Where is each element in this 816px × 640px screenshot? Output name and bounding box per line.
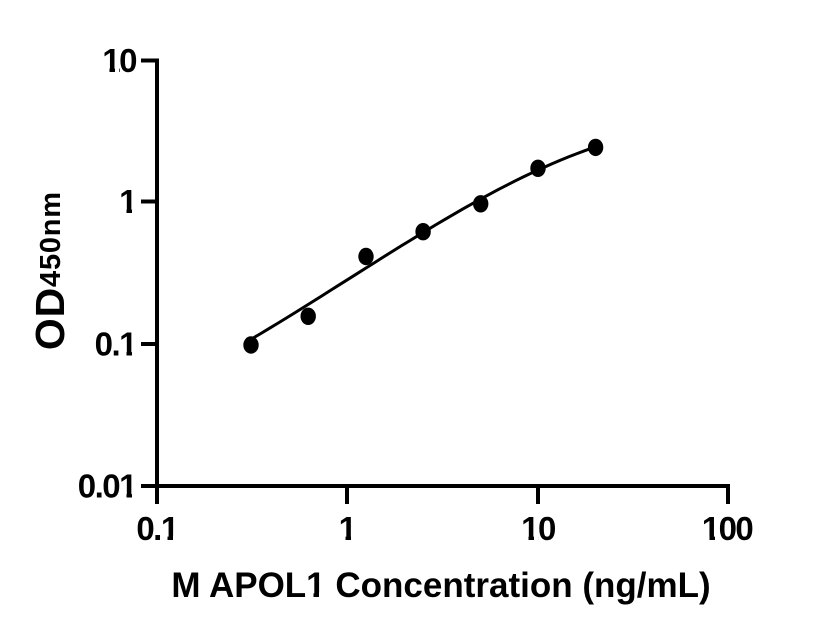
svg-text:1: 1 xyxy=(119,183,137,220)
svg-text:OD450nm: OD450nm xyxy=(27,191,73,350)
svg-text:1: 1 xyxy=(339,510,357,547)
svg-text:10: 10 xyxy=(521,510,555,547)
svg-text:M APOL1 Concentration (ng/mL): M APOL1 Concentration (ng/mL) xyxy=(171,566,710,605)
svg-text:10: 10 xyxy=(102,42,136,79)
svg-text:100: 100 xyxy=(702,510,753,547)
svg-text:0.01: 0.01 xyxy=(78,468,137,505)
svg-text:0.1: 0.1 xyxy=(95,326,138,363)
svg-text:0.1: 0.1 xyxy=(136,510,179,547)
